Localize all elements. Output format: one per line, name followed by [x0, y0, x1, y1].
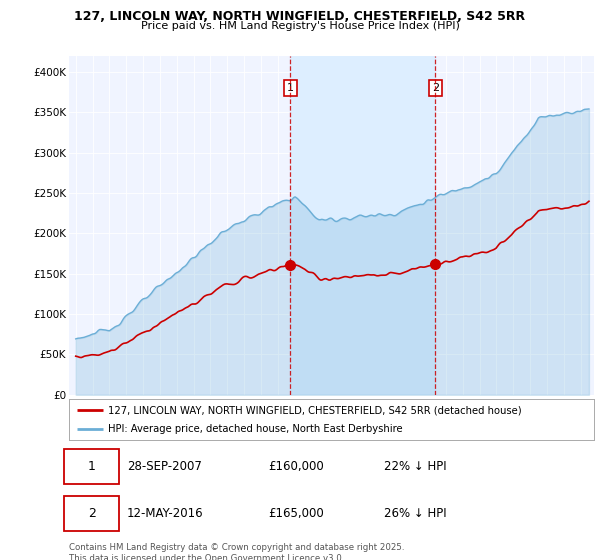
Text: 26% ↓ HPI: 26% ↓ HPI: [384, 507, 446, 520]
Text: 1: 1: [88, 460, 95, 473]
Text: 28-SEP-2007: 28-SEP-2007: [127, 460, 202, 473]
Bar: [290, 56, 436, 395]
Text: 22% ↓ HPI: 22% ↓ HPI: [384, 460, 446, 473]
Text: 2: 2: [432, 83, 439, 93]
Text: 1: 1: [287, 83, 294, 93]
FancyBboxPatch shape: [64, 496, 119, 531]
Text: 127, LINCOLN WAY, NORTH WINGFIELD, CHESTERFIELD, S42 5RR: 127, LINCOLN WAY, NORTH WINGFIELD, CHEST…: [74, 10, 526, 23]
Text: £165,000: £165,000: [269, 507, 324, 520]
Text: 12-MAY-2016: 12-MAY-2016: [127, 507, 203, 520]
Text: 127, LINCOLN WAY, NORTH WINGFIELD, CHESTERFIELD, S42 5RR (detached house): 127, LINCOLN WAY, NORTH WINGFIELD, CHEST…: [109, 405, 522, 415]
Text: Contains HM Land Registry data © Crown copyright and database right 2025.
This d: Contains HM Land Registry data © Crown c…: [69, 543, 404, 560]
FancyBboxPatch shape: [64, 449, 119, 484]
Text: 2: 2: [88, 507, 95, 520]
Text: Price paid vs. HM Land Registry's House Price Index (HPI): Price paid vs. HM Land Registry's House …: [140, 21, 460, 31]
Text: £160,000: £160,000: [269, 460, 324, 473]
Text: HPI: Average price, detached house, North East Derbyshire: HPI: Average price, detached house, Nort…: [109, 424, 403, 433]
